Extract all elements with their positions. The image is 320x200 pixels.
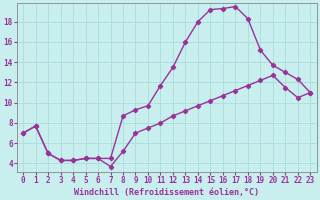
X-axis label: Windchill (Refroidissement éolien,°C): Windchill (Refroidissement éolien,°C): [74, 188, 259, 197]
